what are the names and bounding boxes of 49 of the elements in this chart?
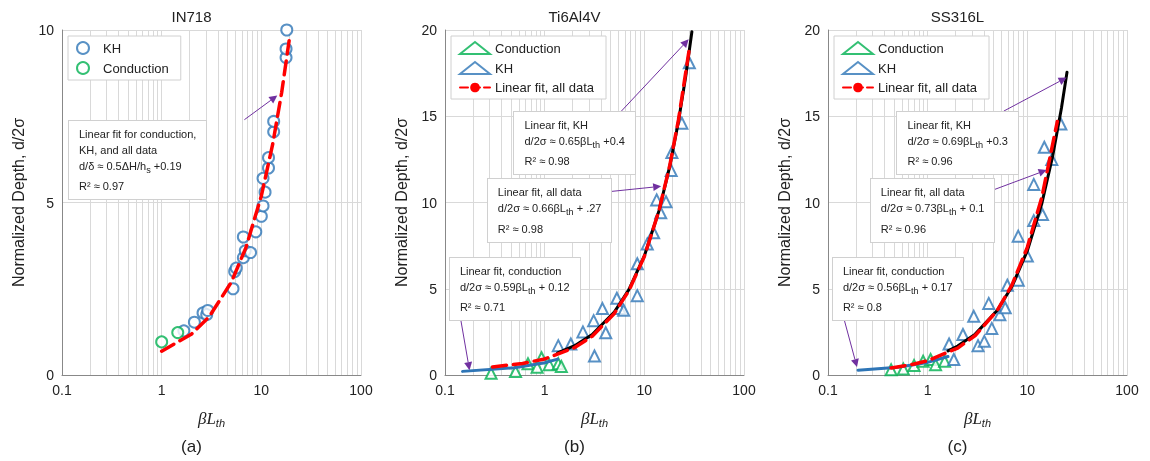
y-tick-label: 20: [421, 22, 438, 38]
legend-label: KH: [103, 40, 122, 56]
chart-title: Ti6Al4V: [548, 8, 601, 25]
y-tick-label: 0: [46, 367, 55, 383]
y-tick-label: 5: [429, 280, 438, 297]
y-tick-label: 15: [804, 108, 821, 125]
y-tick-label: 0: [812, 367, 821, 383]
text: (a): [181, 437, 202, 456]
legend-label: Conduction: [495, 40, 561, 56]
text: Linear fit, conduction d/2σ ≈ 0.59βL$_{th}$ + 0.12 R² ≈ 0.71: [459, 264, 570, 313]
x-tick-label: 0.1: [435, 382, 455, 398]
legend-label: Conduction: [103, 60, 169, 76]
y-axis-title: Normalized Depth, d/2σ: [9, 117, 27, 288]
x-tick-label: 0.1: [52, 382, 72, 398]
y-tick-label: 5: [46, 194, 55, 211]
y-axis-title: Normalized Depth, d/2σ: [392, 117, 410, 288]
x-tick-label: 10: [1019, 382, 1036, 398]
text: (c): [947, 437, 968, 456]
text: (b): [564, 437, 585, 456]
text: Linear fit, conduction d/2σ ≈ 0.56βL$_{th}$ + 0.17 R² ≈ 0.8: [842, 265, 953, 314]
y-tick-label: 5: [812, 280, 821, 297]
legend-label: KH: [878, 60, 897, 76]
y-tick-label: 0: [429, 367, 438, 383]
legend-label: Conduction: [878, 40, 944, 56]
x-tick-label: 1: [157, 382, 166, 398]
x-tick-label: 100: [732, 382, 756, 398]
legend-label: Linear fit, all data: [495, 80, 595, 95]
x-tick-label: 1: [540, 382, 549, 398]
x-tick-label: 10: [636, 382, 653, 398]
x-tick-label: 100: [1115, 382, 1139, 398]
y-tick-label: 15: [421, 108, 438, 125]
chart-title: IN718: [171, 8, 212, 25]
y-tick-label: 10: [421, 194, 438, 211]
x-tick-label: 10: [253, 382, 270, 398]
text: Linear fit, KH d/2σ ≈ 0.69βL$_{th}$ +0.3 R² ≈ 0.96: [907, 119, 1008, 168]
y-tick-label: 20: [804, 22, 821, 38]
y-tick-label: 10: [38, 22, 55, 38]
text: Linear fit, all data d/2σ ≈ 0.66βL$_{th}$ + .27 R² ≈ 0.98: [497, 186, 602, 235]
y-tick-label: 10: [804, 194, 821, 211]
text: Linear fit for conduction, KH, and all data d/δ ≈ 0.5ΔH/h$_{s}$ +0.19 R² ≈ 0.97: [78, 127, 197, 192]
x-tick-label: 0.1: [818, 382, 838, 398]
legend-label: Linear fit, all data: [878, 80, 978, 95]
text: Linear fit, all data d/2σ ≈ 0.73βL$_{th}$ + 0.1 R² ≈ 0.96: [880, 186, 985, 235]
chart-title: SS316L: [930, 8, 985, 25]
text: Linear fit, KH d/2σ ≈ 0.65βL$_{th}$ +0.4 R² ≈ 0.98: [524, 119, 625, 168]
x-tick-label: 1: [923, 382, 932, 398]
x-tick-label: 100: [349, 382, 373, 398]
y-axis-title: Normalized Depth, d/2σ: [775, 117, 793, 288]
legend-label: KH: [495, 60, 514, 76]
